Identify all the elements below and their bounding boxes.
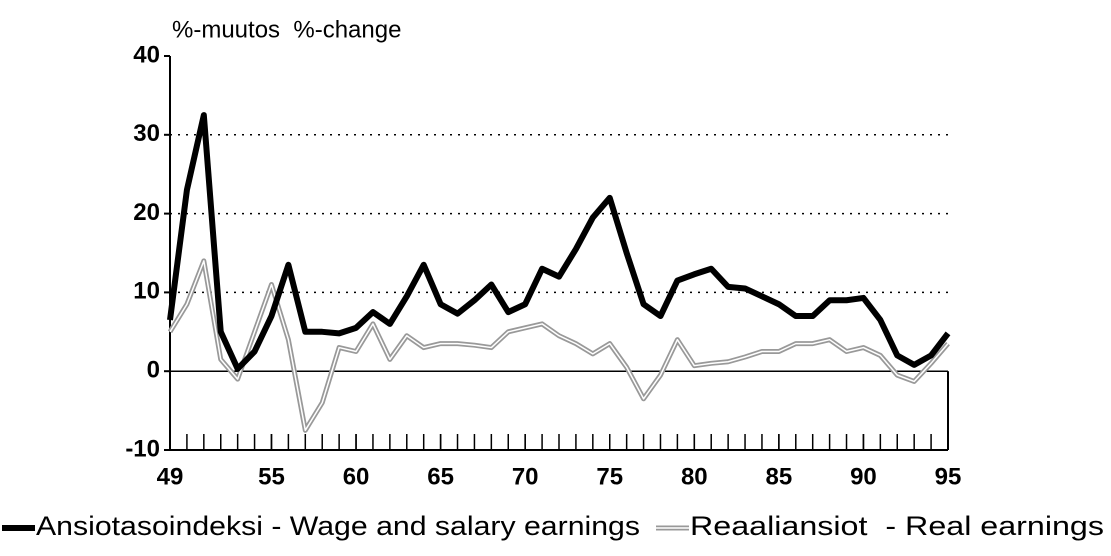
x-tick-label: 85	[766, 463, 793, 490]
x-tick-label: 90	[850, 463, 877, 490]
x-tick-label: 65	[427, 463, 454, 490]
x-tick-label: 60	[343, 463, 370, 490]
line-wage	[167, 112, 951, 372]
y-tick-label: -10	[125, 435, 160, 462]
y-tick-label: 40	[133, 41, 160, 68]
x-tick-label: 75	[596, 463, 623, 490]
y-axis-label: %-muutos %-change	[172, 16, 401, 43]
legend-label: Reaaliansiot - Real earnings	[690, 511, 1104, 541]
x-tick-label: 95	[935, 463, 962, 490]
y-tick-label: 10	[133, 278, 160, 305]
legend-label: Ansiotasoindeksi - Wage and salary earni…	[36, 511, 640, 541]
y-tick-label: 0	[147, 357, 160, 384]
line-real-inner	[169, 260, 949, 432]
x-tick-label: 80	[681, 463, 708, 490]
x-tick-label: 49	[157, 463, 184, 490]
y-tick-label: 20	[133, 199, 160, 226]
y-tick-label: 30	[133, 120, 160, 147]
line-real	[167, 258, 950, 433]
x-tick-label: 70	[512, 463, 539, 490]
x-tick-label: 55	[258, 463, 285, 490]
